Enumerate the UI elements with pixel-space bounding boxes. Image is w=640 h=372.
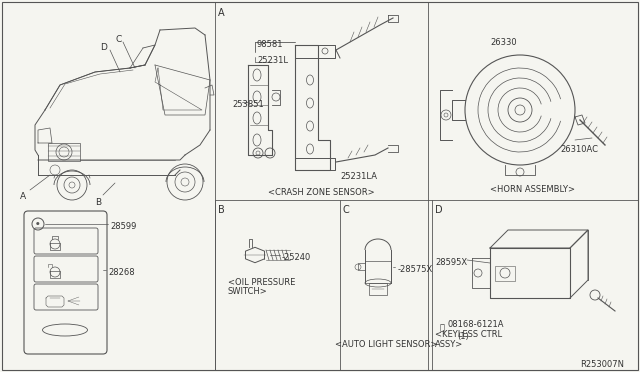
Text: 28599: 28599	[110, 222, 136, 231]
Text: (1): (1)	[457, 332, 468, 341]
Text: 08168-6121A: 08168-6121A	[448, 320, 504, 329]
Text: ●: ●	[36, 222, 40, 226]
Text: C: C	[343, 205, 349, 215]
Text: D: D	[435, 205, 443, 215]
Text: Ⓑ: Ⓑ	[440, 323, 445, 332]
Text: 25231L: 25231L	[257, 56, 288, 65]
Text: C: C	[115, 35, 121, 44]
Text: SWITCH>: SWITCH>	[228, 287, 268, 296]
Text: <CRASH ZONE SENSOR>: <CRASH ZONE SENSOR>	[268, 188, 374, 197]
Text: 28268: 28268	[108, 268, 134, 277]
Text: R253007N: R253007N	[580, 360, 624, 369]
Text: 98581: 98581	[257, 40, 284, 49]
Bar	[495, 266, 515, 281]
Bar	[369, 283, 387, 295]
Text: B: B	[95, 198, 101, 207]
Text: 28595X: 28595X	[435, 258, 467, 267]
Text: <AUTO LIGHT SENSOR>: <AUTO LIGHT SENSOR>	[335, 340, 437, 349]
Text: 26330: 26330	[490, 38, 516, 47]
Text: B: B	[218, 205, 225, 215]
Text: A: A	[20, 192, 26, 201]
Text: 25231LA: 25231LA	[340, 172, 377, 181]
Text: <OIL PRESSURE: <OIL PRESSURE	[228, 278, 296, 287]
Text: -25240: -25240	[282, 253, 311, 262]
Text: 253851: 253851	[232, 100, 264, 109]
Text: A: A	[218, 8, 225, 18]
Text: D: D	[100, 43, 107, 52]
Text: 26310AC: 26310AC	[560, 145, 598, 154]
Text: <KEYLESS CTRL: <KEYLESS CTRL	[435, 330, 502, 339]
Text: ASSY>: ASSY>	[435, 340, 463, 349]
Text: <HORN ASSEMBLY>: <HORN ASSEMBLY>	[490, 185, 575, 194]
Bar	[48, 143, 80, 161]
Text: -28575X: -28575X	[398, 265, 433, 274]
